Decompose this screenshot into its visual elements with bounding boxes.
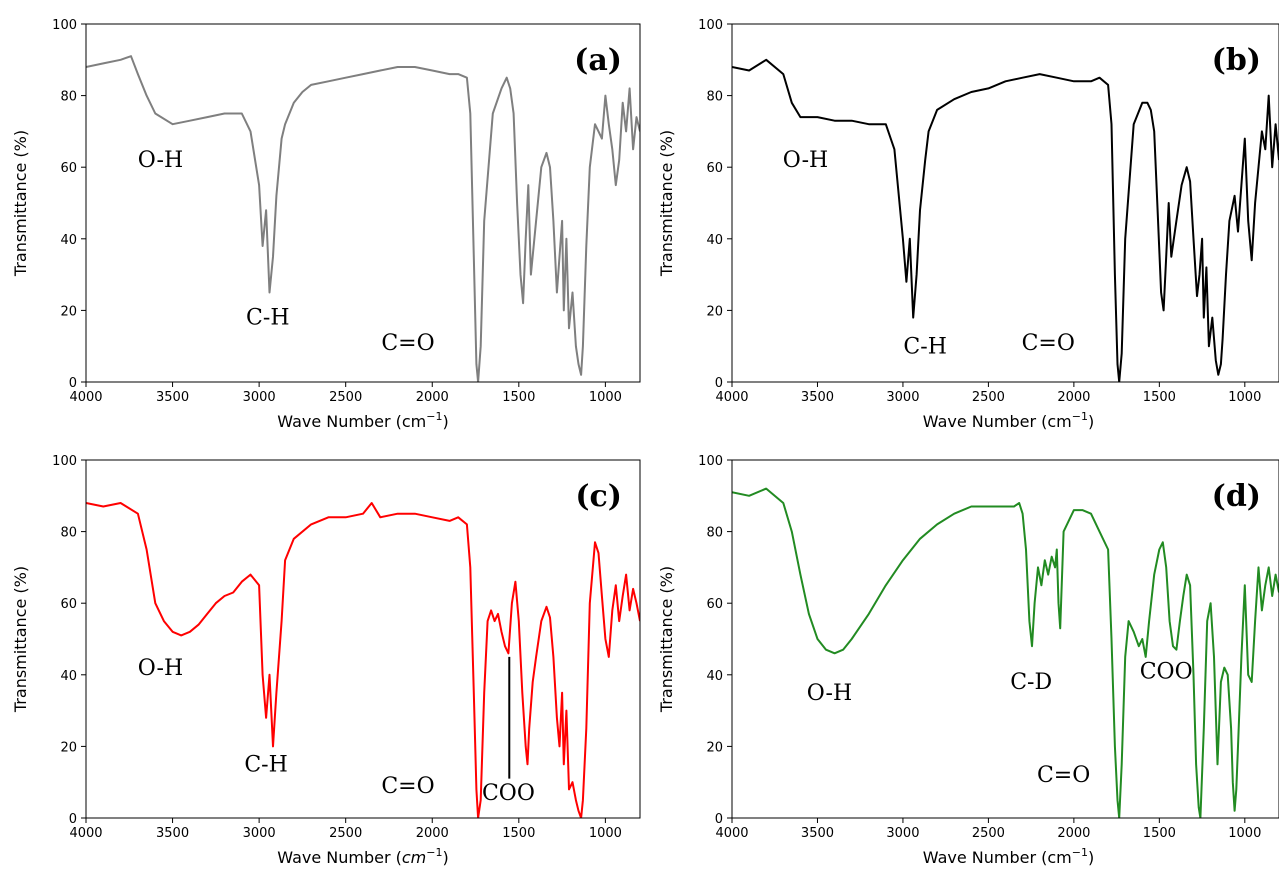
- x-tick-label-b-4000: 4000: [715, 390, 748, 405]
- annotation-o-h-c: O-H: [138, 656, 183, 681]
- annotation-o-h-a: O-H: [138, 148, 183, 173]
- panel-label-c: (c): [575, 479, 622, 514]
- y-tick-label-c-100: 100: [52, 454, 77, 469]
- x-tick-label-c-2500: 2500: [329, 826, 362, 841]
- annotation-coo-d: COO: [1140, 659, 1193, 684]
- y-tick-label-d-20: 20: [706, 740, 723, 755]
- y-tick-label-b-80: 80: [706, 90, 723, 105]
- x-tick-label-a-2000: 2000: [416, 390, 449, 405]
- y-tick-label-d-100: 100: [698, 454, 723, 469]
- x-tick-label-c-4000: 4000: [69, 826, 102, 841]
- panel-label-a: (a): [574, 43, 622, 78]
- annotation-o-h-b: O-H: [783, 148, 828, 173]
- spectrum-line-a: [86, 55, 640, 382]
- x-tick-label-c-1500: 1500: [502, 826, 535, 841]
- annotation-c-o-c: C=O: [381, 774, 434, 799]
- x-tick-label-d-4000: 4000: [715, 826, 748, 841]
- x-tick-label-b-2500: 2500: [972, 390, 1005, 405]
- y-tick-label-d-40: 40: [706, 669, 723, 684]
- x-tick-label-c-1000: 1000: [589, 826, 622, 841]
- x-tick-label-b-2000: 2000: [1057, 390, 1090, 405]
- y-tick-label-a-60: 60: [60, 161, 77, 176]
- x-tick-label-b-1000: 1000: [1228, 390, 1261, 405]
- spectrum-line-b: [732, 58, 1279, 382]
- annotation-c-o-b: C=O: [1022, 331, 1075, 356]
- annotation-c-h-a: C-H: [246, 306, 289, 331]
- panel-label-b: (b): [1212, 43, 1261, 78]
- annotation-o-h-d: O-H: [807, 681, 852, 706]
- x-axis-title-c: Wave Number (cm−1): [277, 846, 448, 867]
- y-axis-title-c: Transmittance (%): [11, 566, 30, 713]
- y-tick-label-b-0: 0: [715, 376, 723, 391]
- spectrum-line-d: [732, 487, 1279, 818]
- y-tick-label-b-40: 40: [706, 233, 723, 248]
- y-tick-label-b-20: 20: [706, 304, 723, 319]
- x-tick-label-c-3500: 3500: [156, 826, 189, 841]
- x-axis-title-d: Wave Number (cm−1): [923, 846, 1094, 867]
- x-tick-label-b-3000: 3000: [886, 390, 919, 405]
- y-tick-label-d-60: 60: [706, 597, 723, 612]
- y-tick-label-c-20: 20: [60, 740, 77, 755]
- y-tick-label-c-60: 60: [60, 597, 77, 612]
- y-tick-label-d-0: 0: [715, 812, 723, 827]
- x-tick-label-d-3000: 3000: [886, 826, 919, 841]
- y-axis-title-d: Transmittance (%): [657, 566, 676, 713]
- x-tick-label-b-1500: 1500: [1143, 390, 1176, 405]
- x-tick-label-a-3000: 3000: [243, 390, 276, 405]
- y-tick-label-a-40: 40: [60, 233, 77, 248]
- annotation-c-o-a: C=O: [381, 331, 434, 356]
- x-tick-label-b-3500: 3500: [801, 390, 834, 405]
- y-tick-label-d-80: 80: [706, 526, 723, 541]
- x-tick-label-a-1000: 1000: [589, 390, 622, 405]
- y-tick-label-c-40: 40: [60, 669, 77, 684]
- y-tick-label-c-0: 0: [69, 812, 77, 827]
- x-tick-label-d-1500: 1500: [1143, 826, 1176, 841]
- plot-frame-b: [731, 23, 1279, 383]
- annotation-coo-c: COO: [482, 781, 535, 806]
- x-tick-label-c-2000: 2000: [416, 826, 449, 841]
- x-tick-label-a-3500: 3500: [156, 390, 189, 405]
- plot-frame-d: [731, 459, 1279, 819]
- x-tick-label-c-3000: 3000: [243, 826, 276, 841]
- panel-a: 4000 3500 3000 2500 2000 1500 1000 0 20 40 60 80 100…: [11, 18, 641, 431]
- x-tick-label-d-2000: 2000: [1057, 826, 1090, 841]
- x-axis-title-b: Wave Number (cm−1): [923, 410, 1094, 431]
- x-tick-label-a-2500: 2500: [329, 390, 362, 405]
- plot-frame-c: [85, 459, 641, 819]
- x-tick-label-a-4000: 4000: [69, 390, 102, 405]
- panel-label-d: (d): [1212, 479, 1261, 514]
- y-tick-label-a-20: 20: [60, 304, 77, 319]
- x-tick-label-d-2500: 2500: [972, 826, 1005, 841]
- panel-c: 4000 3500 3000 2500 2000 1500 1000 0 20 40 60 80 100…: [11, 454, 641, 867]
- annotation-c-h-c: C-H: [244, 752, 287, 777]
- y-tick-label-a-80: 80: [60, 90, 77, 105]
- x-tick-label-d-1000: 1000: [1228, 826, 1261, 841]
- panel-b: 4000 3500 3000 2500 2000 1500 1000 0 20 40 60 80 100…: [657, 18, 1279, 431]
- y-tick-label-a-100: 100: [52, 18, 77, 33]
- panel-d: 4000 3500 3000 2500 2000 1500 1000 0 20 40 60 80 100…: [657, 454, 1279, 867]
- y-tick-label-b-60: 60: [706, 161, 723, 176]
- y-tick-label-a-0: 0: [69, 376, 77, 391]
- y-tick-label-b-100: 100: [698, 18, 723, 33]
- x-tick-label-a-1500: 1500: [502, 390, 535, 405]
- spectrum-line-c: [86, 502, 640, 818]
- y-tick-label-c-80: 80: [60, 526, 77, 541]
- annotation-c-d-d: C-D: [1010, 670, 1052, 695]
- plot-frame-a: [85, 23, 641, 383]
- y-axis-title-a: Transmittance (%): [11, 130, 30, 277]
- annotation-c-h-b: C-H: [903, 334, 946, 359]
- y-axis-title-b: Transmittance (%): [657, 130, 676, 277]
- x-axis-title-a: Wave Number (cm−1): [277, 410, 448, 431]
- x-tick-label-d-3500: 3500: [801, 826, 834, 841]
- annotation-c-o-d: C=O: [1037, 763, 1090, 788]
